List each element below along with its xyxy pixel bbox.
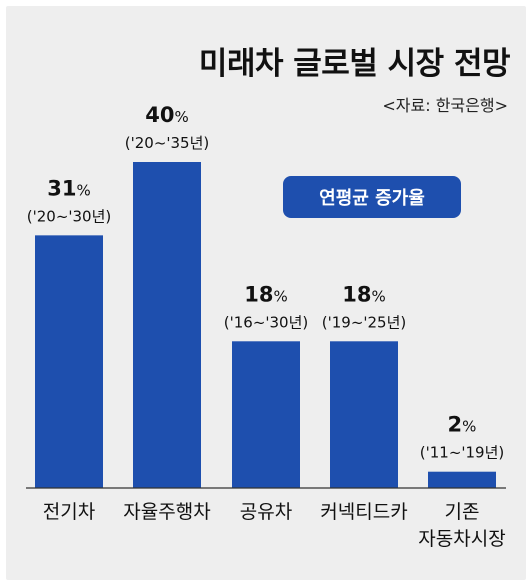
legend-badge: 연평균 증가율 [283,176,461,218]
period-label-2: ('20~'35년) [125,134,210,152]
period-label-3: ('16~'30년) [224,313,309,331]
category-label-5-line-1: 기존 [445,501,480,523]
value-label-2: 40% [145,103,189,127]
period-label-5: ('11~'19년) [420,444,505,462]
value-label-3: 18% [244,282,288,306]
bar-4 [330,341,398,488]
category-label-4: 커넥티드카 [320,501,407,523]
bar-1 [35,235,103,488]
value-labels-group: 31% ('20~'30년) 40% ('20~'35년) 18% ('16~'30년) 1… [27,103,505,462]
value-label-5: 2% [448,413,477,437]
period-label-1: ('20~'30년) [27,207,112,225]
bar-3 [232,341,300,488]
chart-title: 미래차 글로벌 시장 전망 [198,46,511,82]
bars-group [35,162,496,488]
bar-2 [133,162,201,488]
category-label-1: 전기차 [43,501,95,523]
period-label-4: ('19~'25년) [322,313,407,331]
category-label-5-line-2: 자동차시장 [418,528,505,550]
category-label-2: 자율주행차 [123,501,210,523]
category-label-3: 공유차 [240,501,292,523]
source-note: <자료: 한국은행> [382,96,508,115]
value-label-1: 31% [47,176,91,200]
bar-5 [428,471,496,488]
value-label-4: 18% [342,282,386,306]
